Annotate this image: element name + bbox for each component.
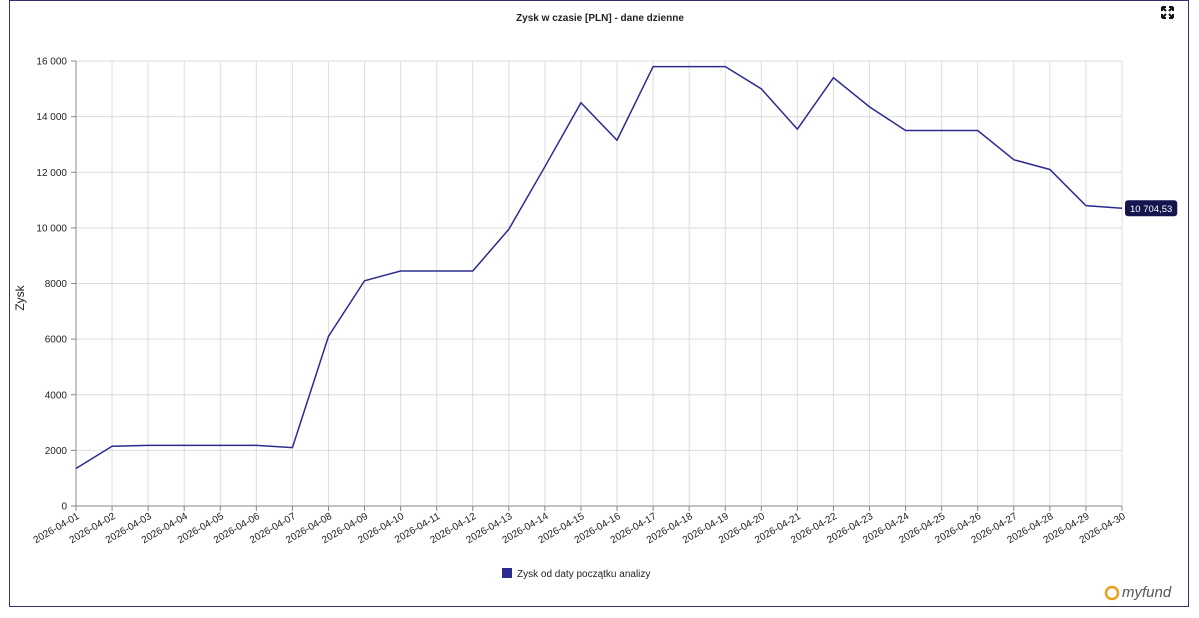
y-tick-label: 2000 <box>45 446 68 457</box>
y-tick-label: 6000 <box>45 335 68 346</box>
y-axis-label: Zysk <box>13 284 27 310</box>
value-label: 10 704,53 <box>1125 200 1178 217</box>
logo: myfund <box>1122 584 1172 601</box>
logo-icon <box>1104 585 1120 601</box>
y-tick-label: 8000 <box>45 279 68 290</box>
y-tick-label: 10 000 <box>36 223 67 234</box>
y-tick-label: 14 000 <box>36 112 67 123</box>
value-label-text: 10 704,53 <box>1130 204 1172 215</box>
value-label-box <box>1125 200 1178 217</box>
legend-swatch <box>502 568 512 578</box>
legend-label: Zysk od daty początku analizy <box>517 569 650 580</box>
y-tick-label: 12 000 <box>36 168 67 179</box>
chart-title: Zysk w czasie [PLN] - dane dzienne <box>516 13 684 24</box>
line <box>75 65 1123 470</box>
y-tick-label: 4000 <box>45 390 68 401</box>
fullscreen-button[interactable] <box>1161 6 1174 19</box>
y-tick-label: 0 <box>61 502 67 513</box>
y-tick-label: 16 000 <box>36 57 67 68</box>
frame <box>9 0 1189 607</box>
